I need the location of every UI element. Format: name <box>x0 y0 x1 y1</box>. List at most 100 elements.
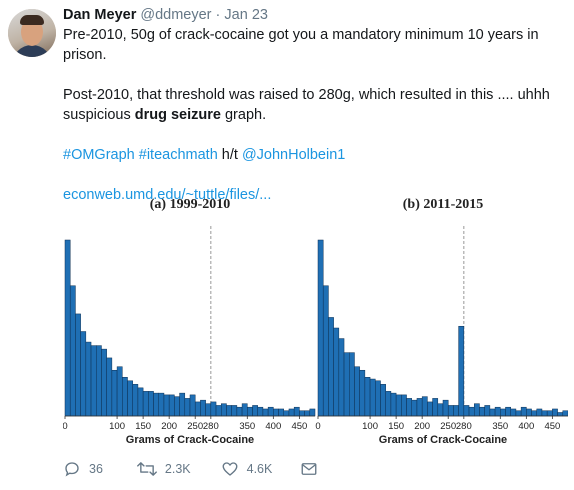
histogram-bar <box>288 408 295 417</box>
x-tick-label: 400 <box>518 421 534 432</box>
histogram-bar <box>416 398 423 417</box>
header-separator: · <box>215 7 221 23</box>
histogram-bar <box>226 405 232 417</box>
histogram-bar <box>184 398 191 417</box>
histogram-bar <box>411 399 418 417</box>
hashtag-iteachmath[interactable]: #iteachmath <box>138 147 218 163</box>
histogram-bar <box>479 406 485 417</box>
x-tick-label: 250 <box>440 421 456 432</box>
histogram-bar <box>241 403 248 417</box>
message-button[interactable] <box>300 460 326 478</box>
tweet-line-3-end: graph. <box>220 107 267 123</box>
histogram-bar <box>116 366 123 417</box>
histogram-figure[interactable]: (a) 1999-2010 0 100 150 200 250 280 350 400 450 Gr… <box>62 190 569 450</box>
tweet-bold-text: drug seizure <box>134 107 221 123</box>
retweet-button[interactable]: 2.3K <box>136 460 191 478</box>
reply-icon <box>65 462 79 477</box>
chart-title: (a) 1999-2010 <box>150 197 231 212</box>
histogram-bar <box>293 406 300 417</box>
avatar-shirt <box>12 45 52 57</box>
histogram-bar <box>278 408 285 417</box>
histogram-bar <box>442 399 449 417</box>
like-button[interactable]: 4.6K <box>221 460 273 478</box>
histogram-bar <box>546 410 553 417</box>
histogram-bar <box>189 394 196 417</box>
histogram-bar <box>380 384 386 417</box>
histogram-bar <box>106 357 113 417</box>
histogram-bar <box>231 405 238 417</box>
avatar[interactable] <box>8 9 56 57</box>
hashtag-omgraph[interactable]: #OMGraph <box>63 147 135 163</box>
tweet-header: Dan Meyer @ddmeyer · Jan 23 <box>63 5 568 25</box>
like-icon <box>222 462 238 476</box>
histogram-bar <box>531 410 537 417</box>
x-tick-label: 200 <box>161 421 177 432</box>
histogram-bar <box>80 331 87 417</box>
histogram-bar <box>101 348 107 417</box>
histogram-bar <box>132 384 139 417</box>
histogram-bar <box>221 403 227 417</box>
retweet-icon <box>136 462 157 476</box>
histogram-bar <box>474 403 480 417</box>
avatar-face <box>21 18 43 46</box>
histogram-bar <box>385 391 392 417</box>
histogram-bar <box>111 369 118 417</box>
message-icon <box>301 463 317 475</box>
histogram-bar <box>194 401 201 417</box>
reply-count: 36 <box>89 462 103 476</box>
histogram-bar <box>127 380 133 417</box>
histogram-bar <box>174 396 180 417</box>
histogram-bar <box>85 341 92 417</box>
tweet-date[interactable]: Jan 23 <box>224 7 268 23</box>
histogram-bar <box>494 406 501 417</box>
histogram-bar <box>515 410 522 417</box>
histogram-bar <box>557 412 564 417</box>
mention-link[interactable]: @JohnHolbein1 <box>241 147 346 163</box>
x-tick-label: 400 <box>265 421 281 432</box>
histogram-bar <box>96 345 102 417</box>
histogram-bar <box>257 406 264 417</box>
histogram-bar <box>299 410 305 417</box>
histogram-bar <box>427 401 433 417</box>
x-tick-label: 250 <box>187 421 203 432</box>
histogram-bar <box>432 398 439 417</box>
histogram-bar <box>75 313 81 417</box>
x-tick-label: 150 <box>388 421 404 432</box>
tweet-tags-line: #OMGraph #iteachmath h/t @JohnHolbein1 <box>63 145 568 165</box>
histogram-bar <box>317 239 324 417</box>
histogram-bar <box>283 410 290 417</box>
histogram-bar <box>500 408 506 417</box>
author-name[interactable]: Dan Meyer <box>63 7 137 23</box>
histogram-bar <box>333 327 340 417</box>
histogram-bar <box>142 391 149 417</box>
histogram-bar <box>179 392 186 417</box>
histogram-bar <box>562 410 569 417</box>
author-handle[interactable]: @ddmeyer <box>140 7 212 23</box>
histogram-bar <box>163 394 170 417</box>
histogram-bar <box>489 408 496 417</box>
histogram-bar <box>505 406 511 417</box>
like-count: 4.6K <box>246 462 273 476</box>
histogram-bar <box>153 392 159 417</box>
avatar-hair <box>20 15 44 25</box>
reply-button[interactable]: 36 <box>63 460 103 478</box>
histogram-bar <box>484 405 491 417</box>
retweet-count: 2.3K <box>164 462 191 476</box>
x-tick-label: 200 <box>414 421 430 432</box>
histogram-bar <box>322 285 329 417</box>
tweet-line-3: suspicious drug seizure graph. <box>63 105 568 125</box>
tweet-actions: 36 2.3K 4.6K <box>63 456 346 482</box>
histogram-bar <box>390 392 397 417</box>
histogram-bar <box>158 392 165 417</box>
histogram-bar <box>526 408 532 417</box>
histogram-bar <box>453 405 459 417</box>
histogram-bar <box>401 394 407 417</box>
histogram-bar <box>267 406 274 417</box>
histogram-bar <box>349 352 355 417</box>
histogram-bar <box>215 405 222 417</box>
x-tick-label: 350 <box>492 421 508 432</box>
histogram-bar <box>520 406 527 417</box>
url-link[interactable]: econweb.umd.edu/~tuttle/files/... <box>63 187 272 203</box>
histogram-bar <box>304 410 311 417</box>
